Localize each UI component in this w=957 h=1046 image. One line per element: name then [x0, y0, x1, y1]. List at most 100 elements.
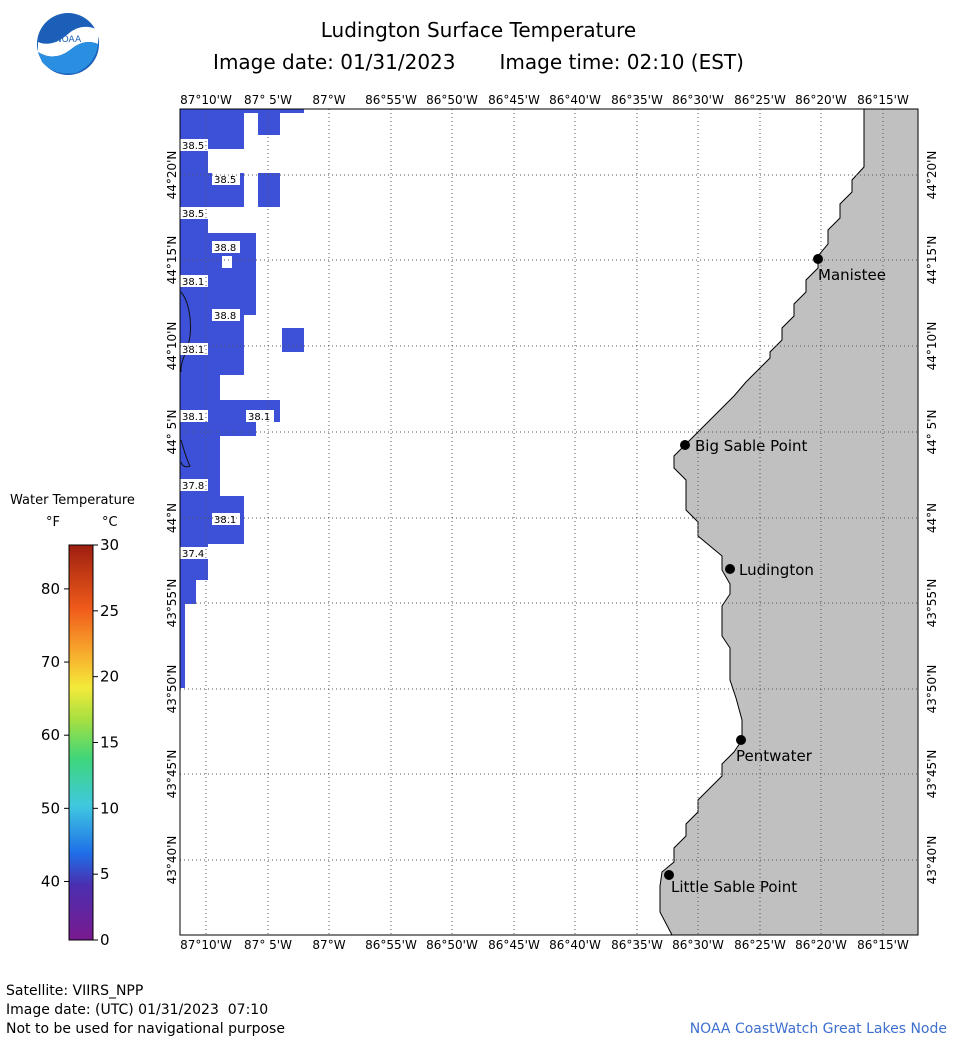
image-date-time: Image date: 01/31/2023 Image time: 02:10 … — [0, 50, 957, 74]
legend-celsius-unit: °C — [102, 515, 118, 530]
city-label: Pentwater — [736, 747, 813, 765]
lat-label-left: 44°N — [165, 503, 179, 533]
lon-label-bottom: 86°55'W — [365, 938, 417, 952]
lat-lon-grid — [180, 109, 918, 935]
temp-label: 38.8 — [214, 243, 236, 254]
lon-label-bottom: 86°15'W — [857, 938, 909, 952]
lat-label-right: 43°45'N — [925, 750, 939, 799]
legend-c-tick: 20 — [100, 668, 119, 686]
city-dot — [813, 254, 823, 264]
temp-label: 38.5 — [182, 141, 204, 152]
lat-label-left: 43°40'N — [165, 836, 179, 885]
temp-label-box — [180, 275, 208, 287]
lon-label-bottom: 87° 5'W — [244, 938, 292, 952]
lon-label-top: 86°30'W — [672, 93, 724, 107]
temp-label-box — [180, 479, 208, 491]
legend-f-tick: 80 — [41, 580, 60, 598]
latitude-labels-left: 44°20'N 44°15'N 44°10'N 44° 5'N 44°N 43°55'N 4… — [165, 151, 179, 885]
city-label: Little Sable Point — [671, 878, 797, 896]
temp-label: 38.1 — [214, 515, 236, 526]
temp-label: 37.8 — [182, 481, 204, 492]
lon-label-bottom: 87°W — [312, 938, 345, 952]
longitude-labels-top: 87°10'W 87° 5'W 87°W 86°55'W 86°50'W 86°45'W 8… — [180, 93, 909, 107]
temp-label: 38.1 — [182, 412, 204, 423]
lat-label-right: 43°40'N — [925, 836, 939, 885]
latitude-labels-right: 44°20'N 44°15'N 44°10'N 44° 5'N 44°N 43°55'N 4… — [925, 151, 939, 885]
lat-label-right: 44°N — [925, 503, 939, 533]
legend-title: Water Temperature — [10, 493, 135, 508]
legend-f-tick: 40 — [41, 872, 60, 890]
lat-label-left: 44° 5'N — [165, 410, 179, 455]
legend-fahrenheit-unit: °F — [46, 515, 60, 530]
lon-label-top: 87° 5'W — [244, 93, 292, 107]
legend-f-tick: 50 — [41, 799, 60, 817]
temp-label-box — [180, 207, 208, 219]
isotherm-line — [180, 291, 191, 468]
temperature-labels: 38.5 38.5 38.5 38.8 38.1 38.8 38.1 38.1 38.1 37.8… — [180, 139, 274, 560]
city-dot — [736, 735, 746, 745]
credit-label: NOAA CoastWatch Great Lakes Node — [689, 1021, 947, 1037]
city-dot — [664, 870, 674, 880]
temp-label-box — [246, 410, 274, 422]
land-area — [659, 108, 919, 936]
lat-label-right: 43°50'N — [925, 665, 939, 714]
city-label: Big Sable Point — [695, 437, 808, 455]
temp-label-box — [180, 139, 208, 151]
temp-label: 38.1 — [182, 277, 204, 288]
lon-label-bottom: 86°20'W — [795, 938, 847, 952]
lon-label-top: 86°55'W — [365, 93, 417, 107]
utc-date-label: Image date: (UTC) 01/31/2023 07:10 — [6, 1002, 269, 1018]
lon-label-top: 86°25'W — [734, 93, 786, 107]
temp-label-box — [180, 410, 208, 422]
city-dot — [680, 440, 690, 450]
legend-c-tick: 0 — [100, 931, 110, 949]
lat-label-right: 43°55'N — [925, 579, 939, 628]
lat-label-left: 44°10'N — [165, 322, 179, 371]
lat-label-left: 43°55'N — [165, 579, 179, 628]
lat-label-right: 44°10'N — [925, 322, 939, 371]
lon-label-top: 87°W — [312, 93, 345, 107]
noaa-logo: NOAA — [37, 13, 99, 75]
temp-label: 37.4 — [182, 549, 204, 560]
city-markers: Manistee Big Sable Point Ludington Pentwate… — [664, 254, 886, 896]
image-time: Image time: 02:10 (EST) — [499, 50, 744, 74]
city-label: Manistee — [818, 266, 886, 284]
lon-label-top: 87°10'W — [180, 93, 232, 107]
lat-label-right: 44°15'N — [925, 236, 939, 285]
temp-label: 38.5 — [214, 175, 236, 186]
lon-label-top: 86°35'W — [611, 93, 663, 107]
lat-label-right: 44° 5'N — [925, 410, 939, 455]
temp-label: 38.8 — [214, 311, 236, 322]
temp-label-box — [180, 547, 208, 559]
navigation-disclaimer: Not to be used for navigational purpose — [6, 1021, 285, 1037]
page-title: Ludington Surface Temperature — [320, 18, 637, 42]
lon-label-bottom: 87°10'W — [180, 938, 232, 952]
lon-label-top: 86°15'W — [857, 93, 909, 107]
temp-label: 38.1 — [248, 412, 270, 423]
legend-c-tick: 25 — [100, 602, 119, 620]
lat-label-left: 43°45'N — [165, 750, 179, 799]
legend-fahrenheit-ticks: 80 70 60 50 40 — [41, 580, 69, 890]
legend-c-tick: 30 — [100, 536, 119, 554]
city-dot — [725, 564, 735, 574]
water-temperature-pixels — [180, 109, 304, 688]
noaa-logo-text: NOAA — [55, 35, 82, 45]
lon-label-bottom: 86°40'W — [549, 938, 601, 952]
lat-label-left: 43°50'N — [165, 665, 179, 714]
lat-label-left: 44°15'N — [165, 236, 179, 285]
legend-c-tick: 5 — [100, 865, 110, 883]
lon-label-top: 86°45'W — [488, 93, 540, 107]
lat-label-left: 44°20'N — [165, 151, 179, 200]
temp-label-box — [212, 513, 240, 525]
lon-label-bottom: 86°25'W — [734, 938, 786, 952]
satellite-label: Satellite: VIIRS_NPP — [6, 983, 144, 999]
image-date: Image date: 01/31/2023 — [213, 50, 456, 74]
legend-c-tick: 15 — [100, 734, 119, 752]
legend-celsius-ticks: 30 25 20 15 10 5 0 — [93, 536, 119, 949]
lon-label-bottom: 86°30'W — [672, 938, 724, 952]
lon-label-bottom: 86°50'W — [426, 938, 478, 952]
legend-f-tick: 70 — [41, 653, 60, 671]
temp-label-box — [212, 241, 240, 253]
legend-c-tick: 10 — [100, 799, 119, 817]
